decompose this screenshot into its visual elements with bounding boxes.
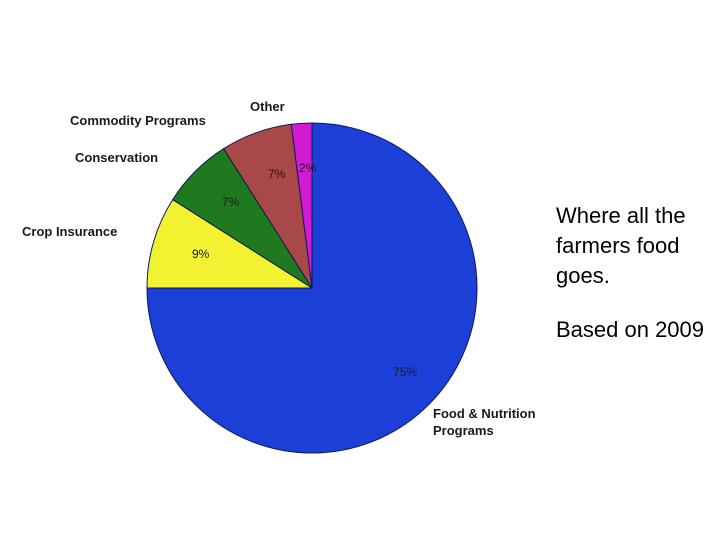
slice-value-label: 2%	[299, 161, 317, 175]
pie-chart: Food & Nutrition Programs 75% Crop Insuranc…	[22, 99, 536, 454]
slice-category-label: Other	[250, 99, 285, 114]
slice-category-label: Crop Insurance	[22, 224, 117, 239]
slice-value-label: 7%	[268, 167, 286, 181]
slice-category-label: Conservation	[75, 150, 158, 165]
slice-category-label: Commodity Programs	[70, 113, 206, 128]
pie-slice	[290, 122, 313, 289]
caption-description: Where all the farmers food goes.	[556, 203, 686, 288]
slice-value-label: 9%	[192, 247, 210, 261]
slice-value-label: 7%	[222, 195, 240, 209]
pie-slice	[146, 198, 314, 289]
pie-slice	[146, 122, 478, 454]
slice-value-label: 75%	[393, 365, 417, 379]
caption-year-note: Based on 2009	[556, 317, 705, 342]
slice-category-label: Food & Nutrition Programs	[433, 406, 536, 438]
